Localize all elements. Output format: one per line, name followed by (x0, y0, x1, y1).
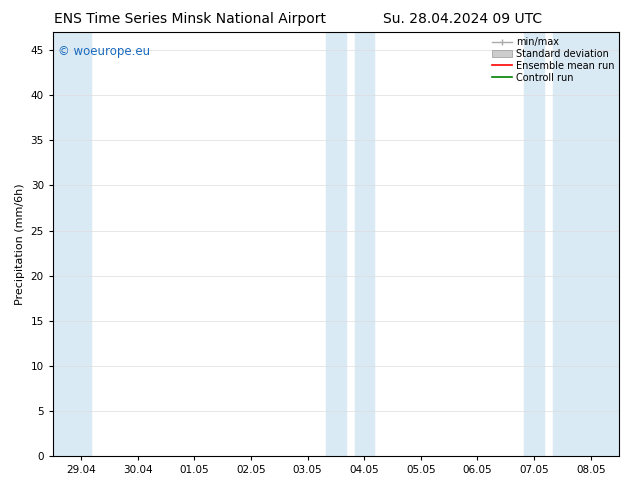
Bar (354, 32, 374, 456)
Text: Su. 28.04.2024 09 UTC: Su. 28.04.2024 09 UTC (384, 12, 542, 26)
Text: © woeurope.eu: © woeurope.eu (58, 45, 151, 58)
Bar (524, 32, 544, 456)
Bar (53, 32, 91, 456)
Text: ENS Time Series Minsk National Airport: ENS Time Series Minsk National Airport (54, 12, 327, 26)
Bar (553, 32, 619, 456)
Bar (327, 32, 346, 456)
Y-axis label: Precipitation (mm/6h): Precipitation (mm/6h) (15, 183, 25, 305)
Legend: min/max, Standard deviation, Ensemble mean run, Controll run: min/max, Standard deviation, Ensemble me… (490, 35, 616, 85)
